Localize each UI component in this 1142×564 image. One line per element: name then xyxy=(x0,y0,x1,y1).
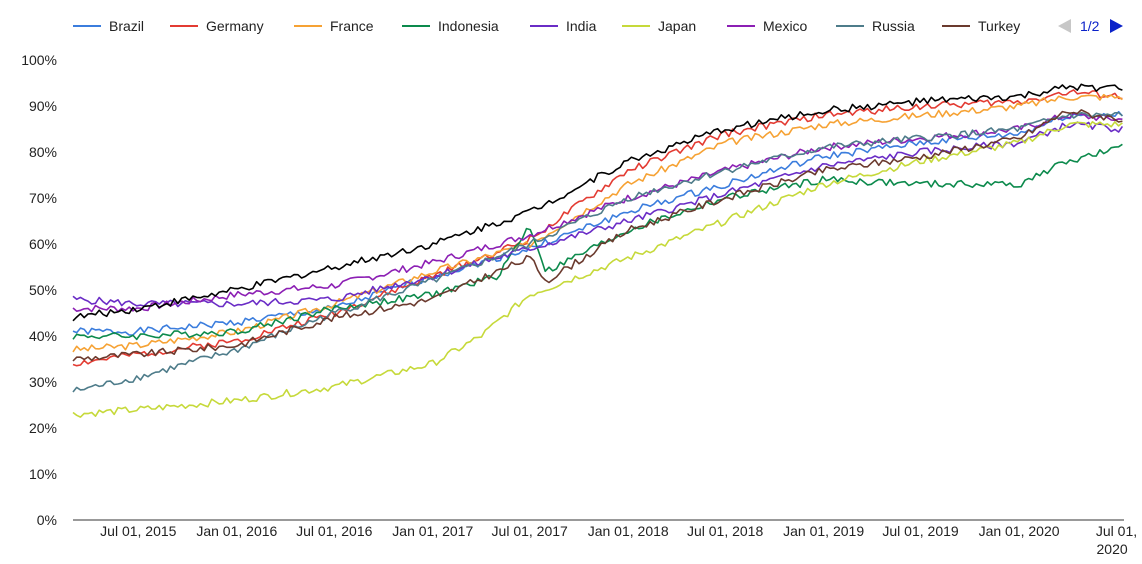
series-lines xyxy=(72,83,1124,418)
legend-label: Japan xyxy=(658,18,696,34)
y-tick-label: 70% xyxy=(29,190,57,206)
legend: Brazil Germany France Indonesia India Japan Me… xyxy=(73,18,1123,34)
legend-label: Germany xyxy=(206,18,264,34)
legend-item-brazil[interactable]: Brazil xyxy=(73,18,144,34)
x-tick-label: Jan 01, 2017 xyxy=(392,523,473,539)
y-tick-label: 80% xyxy=(29,144,57,160)
x-tick-label: Jul 01, xyxy=(1096,523,1137,539)
legend-label: Brazil xyxy=(109,18,144,34)
legend-prev-page-icon[interactable] xyxy=(1058,19,1071,33)
y-tick-label: 0% xyxy=(37,512,57,528)
series-line-turkey xyxy=(72,109,1123,362)
y-tick-label: 20% xyxy=(29,420,57,436)
y-tick-label: 100% xyxy=(21,52,57,68)
y-tick-label: 40% xyxy=(29,328,57,344)
legend-item-turkey[interactable]: Turkey xyxy=(942,18,1020,34)
series-line-russia xyxy=(72,111,1123,393)
x-tick-label: Jul 01, 2019 xyxy=(882,523,958,539)
x-tick-label: Jul 01, 2017 xyxy=(492,523,568,539)
legend-label: Mexico xyxy=(763,18,808,34)
x-tick-label-line2: 2020 xyxy=(1097,541,1128,557)
y-tick-label: 50% xyxy=(29,282,57,298)
x-tick-label: Jul 01, 2016 xyxy=(296,523,372,539)
x-tick-label: Jan 01, 2019 xyxy=(783,523,864,539)
legend-label: Turkey xyxy=(978,18,1020,34)
x-tick-label: Jul 01, 2018 xyxy=(687,523,763,539)
series-line-germany xyxy=(72,89,1123,367)
y-tick-label: 30% xyxy=(29,374,57,390)
series-line-unlabeled xyxy=(72,83,1123,322)
series-line-mexico xyxy=(72,111,1123,313)
y-tick-label: 10% xyxy=(29,466,57,482)
legend-label: India xyxy=(566,18,597,34)
legend-label: Russia xyxy=(872,18,915,34)
x-tick-label: Jan 01, 2016 xyxy=(196,523,277,539)
x-tick-label: Jan 01, 2018 xyxy=(588,523,669,539)
legend-next-page-icon[interactable] xyxy=(1110,19,1123,33)
legend-item-france[interactable]: France xyxy=(294,18,374,34)
legend-item-germany[interactable]: Germany xyxy=(170,18,264,34)
series-line-brazil xyxy=(72,110,1123,336)
y-tick-label: 90% xyxy=(29,98,57,114)
y-tick-label: 60% xyxy=(29,236,57,252)
x-tick-label: Jul 01, 2015 xyxy=(100,523,176,539)
legend-item-indonesia[interactable]: Indonesia xyxy=(402,18,499,34)
series-line-france xyxy=(72,93,1123,353)
series-line-indonesia xyxy=(72,143,1123,341)
legend-page-indicator: 1/2 xyxy=(1080,18,1100,34)
legend-item-japan[interactable]: Japan xyxy=(622,18,696,34)
legend-item-india[interactable]: India xyxy=(530,18,597,34)
legend-label: France xyxy=(330,18,374,34)
y-axis: 0% 10% 20% 30% 40% 50% 60% 70% 80% 90% 100% xyxy=(21,52,57,528)
legend-item-russia[interactable]: Russia xyxy=(836,18,915,34)
legend-label: Indonesia xyxy=(438,18,499,34)
legend-item-mexico[interactable]: Mexico xyxy=(727,18,808,34)
series-line-japan xyxy=(72,121,1123,418)
x-axis: Jul 01, 2015 Jan 01, 2016 Jul 01, 2016 Jan … xyxy=(73,519,1137,557)
series-line-india xyxy=(72,121,1124,308)
x-tick-label: Jan 01, 2020 xyxy=(979,523,1060,539)
